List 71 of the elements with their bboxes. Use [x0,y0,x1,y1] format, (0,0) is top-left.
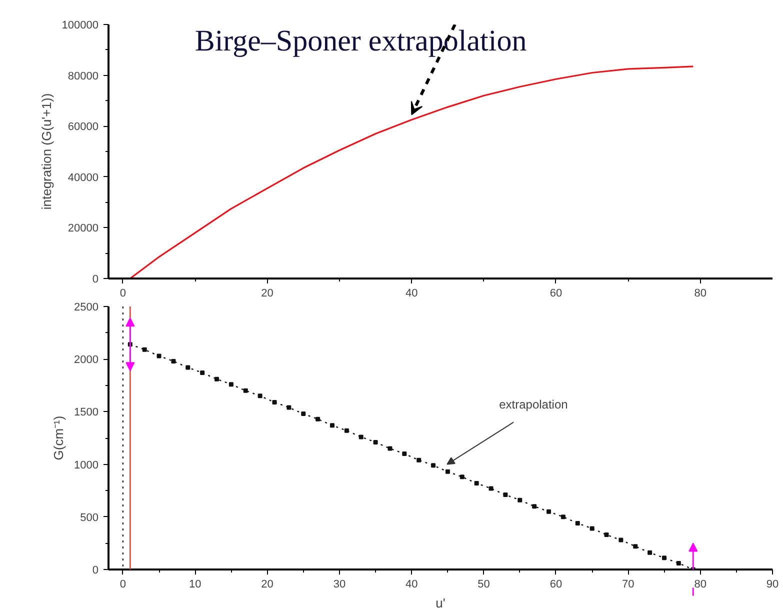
x-tick-label: 10 [188,578,202,590]
chart-title: Birge–Sponer extrapolation [194,24,527,58]
point [503,492,508,498]
line-series [129,66,694,278]
point [358,434,364,440]
point [228,382,234,387]
point [243,388,248,393]
y-tick-label: 60000 [68,121,99,134]
y-tick-label: 80000 [68,70,99,82]
point [402,452,407,456]
point [186,365,190,370]
y-axis-title: integration (G(u'+1)) [38,93,54,210]
x-tick-label: 20 [261,578,274,590]
x-tick-label: 30 [333,578,346,590]
x-tick-label: 90 [766,578,779,590]
point [618,538,624,542]
point [142,347,147,352]
point [474,480,479,486]
annotation: extrapolation [499,398,568,412]
x-tick-label: 80 [694,578,706,590]
x-axis-title: u' [436,596,446,610]
point [648,550,652,555]
point [431,463,436,468]
y-tick-label: 100000 [62,20,99,32]
point [258,394,262,398]
point [200,370,205,376]
point [575,520,580,526]
point [633,544,638,549]
point [156,354,162,358]
point [560,514,566,520]
point [604,532,609,538]
x-tick-label: 0 [120,288,126,300]
point [373,440,378,444]
point [301,412,306,416]
point [532,504,537,509]
point [488,486,494,491]
x-tick-label: 80 [694,288,706,300]
x-tick-label: 40 [406,288,418,300]
y-tick-label: 0 [92,564,99,576]
point [445,469,450,474]
point [330,423,334,428]
point [344,428,349,433]
x-tick-label: 20 [261,288,274,300]
point [416,458,422,462]
y-tick-label: 1500 [74,406,99,419]
point [316,416,320,422]
point [662,556,666,560]
point [388,446,392,451]
y-tick-label: 40000 [68,172,99,184]
y-tick-label: 1000 [74,459,99,472]
point [590,526,594,531]
x-tick-label: 70 [622,578,634,590]
x-tick-label: 60 [550,288,562,300]
point [676,560,681,566]
point [460,474,464,480]
point [546,509,552,514]
point [272,400,277,404]
x-tick-label: 0 [120,578,126,590]
y-axis-title: G(cm⁻¹) [51,416,66,460]
y-tick-label: 2500 [74,302,99,314]
x-tick-label: 50 [478,578,490,590]
y-tick-label: 500 [80,512,99,524]
y-tick-label: 2000 [74,354,99,366]
point [171,358,176,364]
y-tick-label: 0 [92,274,99,286]
point [214,376,220,382]
y-tick-label: 20000 [68,222,99,235]
point [286,405,292,410]
x-tick-label: 60 [550,578,562,590]
x-tick-label: 40 [406,578,418,590]
point [518,498,522,502]
